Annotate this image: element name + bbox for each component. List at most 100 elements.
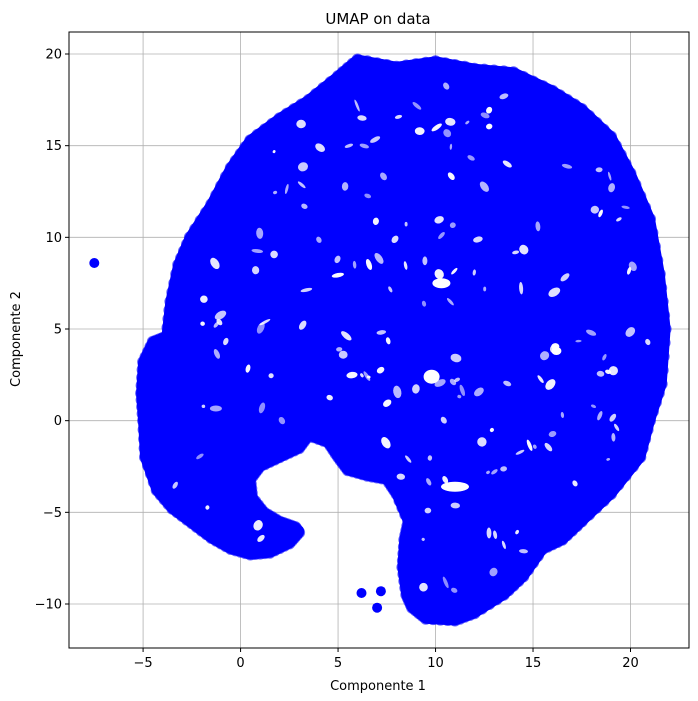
cluster-gap: [605, 369, 612, 374]
cluster-gap: [272, 150, 276, 154]
scatter-point: [651, 254, 664, 267]
cluster-gap: [301, 203, 308, 209]
cluster-gap: [419, 582, 428, 592]
scatter-point: [624, 167, 637, 180]
cluster-gap: [473, 236, 483, 243]
cluster-gap: [278, 416, 286, 425]
cluster-gap: [374, 252, 384, 264]
cluster-gap: [381, 437, 391, 449]
cluster-gap: [316, 236, 322, 243]
cluster-gap: [412, 384, 420, 394]
scatter-point: [390, 60, 403, 73]
cluster-gap: [609, 413, 617, 422]
cluster-gap: [257, 534, 265, 542]
cluster-gap: [512, 250, 520, 255]
scatter-points: [89, 53, 672, 627]
cluster-gap: [383, 399, 392, 407]
cluster-gap: [486, 123, 493, 130]
cluster-gap: [443, 82, 450, 90]
y-tick-label: 5: [54, 323, 62, 338]
cluster-gap: [366, 375, 371, 379]
scatter-point: [215, 180, 228, 192]
scatter-point: [646, 405, 659, 418]
scatter-point: [527, 75, 539, 88]
outlier-point: [89, 258, 100, 268]
scatter-point: [653, 268, 666, 280]
cluster-gap: [483, 286, 487, 292]
scatter-point: [648, 240, 661, 253]
scatter-point: [372, 602, 383, 613]
cluster-gap: [434, 216, 444, 224]
cluster-gap: [621, 205, 630, 209]
scatter-point: [639, 201, 652, 214]
cluster-gap: [477, 437, 487, 447]
cluster-gap: [539, 351, 550, 361]
cluster-gap: [380, 172, 387, 181]
cluster-gap: [545, 379, 556, 390]
x-tick-label: 15: [525, 656, 542, 671]
cluster-gap: [256, 227, 264, 239]
cluster-gap: [597, 411, 603, 421]
cluster-gap: [479, 181, 489, 192]
scatter-point: [629, 178, 642, 191]
scatter-point: [652, 387, 665, 400]
scatter-point: [656, 364, 669, 377]
scatter-point: [656, 295, 669, 308]
cluster-gap: [447, 172, 455, 181]
scatter-point: [609, 139, 622, 152]
cluster-gap: [515, 449, 525, 455]
cluster-gap: [385, 337, 391, 345]
scatter-point: [168, 277, 181, 290]
cluster-gap: [608, 183, 616, 193]
cluster-gap: [616, 217, 622, 222]
x-tick-label: −5: [134, 656, 153, 671]
y-tick-label: 15: [45, 139, 62, 154]
cluster-gap: [251, 266, 260, 275]
x-tick-label: 5: [334, 656, 342, 671]
cluster-gap: [363, 371, 371, 381]
cluster-gap: [357, 115, 367, 121]
cluster-gap: [440, 416, 447, 424]
scatter-point: [380, 59, 393, 71]
cluster-gap: [360, 373, 364, 378]
cluster-gap: [465, 120, 470, 125]
cluster-gap: [590, 205, 599, 214]
y-tick-label: −10: [35, 598, 62, 613]
scatter-point: [161, 321, 174, 334]
scatter-point: [400, 59, 413, 72]
scatter-point: [205, 198, 218, 211]
cluster-gap: [209, 405, 222, 412]
scatter-point: [636, 442, 649, 455]
cluster-gap: [449, 222, 456, 229]
cluster-gap: [486, 470, 490, 475]
y-tick-label: 0: [54, 414, 62, 429]
cluster-gap: [472, 269, 476, 276]
cluster-gap: [346, 371, 358, 379]
cluster-gap: [503, 380, 512, 387]
point-gaps: [172, 82, 651, 593]
cluster-gap: [607, 171, 612, 181]
scatter-point: [536, 80, 549, 93]
scatter-point: [619, 469, 632, 482]
cluster-gap: [491, 469, 498, 475]
cluster-gap: [544, 442, 553, 452]
cluster-gap: [412, 101, 422, 110]
cluster-gap: [365, 259, 373, 270]
cluster-gap: [489, 427, 494, 433]
cluster-gap: [442, 475, 449, 484]
cluster-gap: [297, 181, 306, 189]
scatter-point: [641, 423, 654, 436]
scatter-point: [655, 281, 668, 294]
cluster-gap: [537, 375, 544, 383]
scatter-point: [458, 60, 471, 73]
cluster-gap: [424, 507, 432, 514]
cluster-gap: [459, 384, 466, 397]
scatter-point: [639, 433, 652, 445]
cluster-gap: [270, 250, 278, 259]
scatter-point: [160, 330, 173, 343]
cluster-gap: [403, 261, 408, 270]
cluster-gap: [388, 286, 393, 293]
cluster-gap: [334, 255, 341, 264]
cluster-gap: [590, 404, 597, 409]
cluster-gap: [457, 394, 462, 399]
